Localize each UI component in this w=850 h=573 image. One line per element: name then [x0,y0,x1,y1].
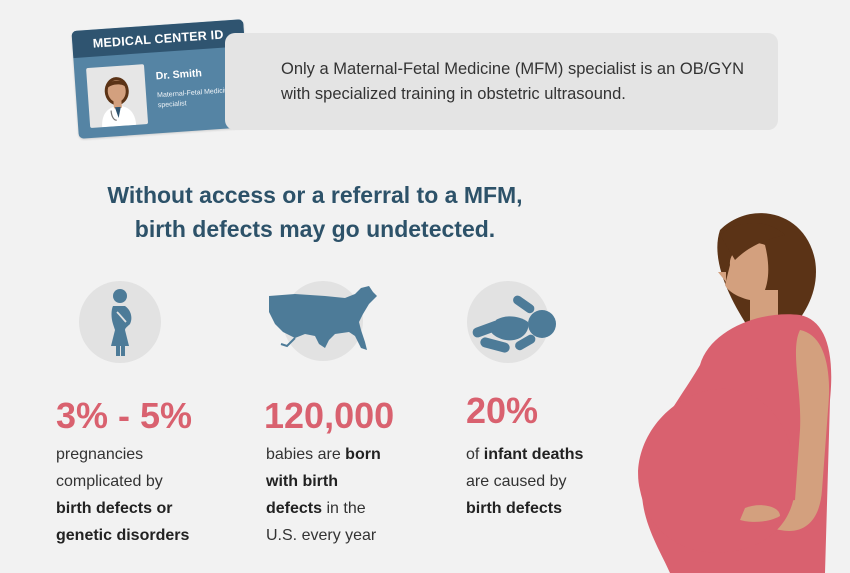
pregnant-woman-illustration [600,190,850,573]
usa-map-icon [265,276,385,371]
stat-text-babies-born: babies are born with birth defects in th… [266,446,381,544]
doctor-avatar-icon [86,64,149,129]
stat-text-infant-deaths: of infant deaths are caused by birth def… [466,446,584,517]
pregnant-woman-icon [78,280,162,369]
headline-line-1: Without access or a referral to a MFM, [107,182,523,208]
headline-line-2: birth defects may go undetected. [134,216,496,242]
stat-value-infant-deaths: 20% [466,390,539,431]
id-card: MEDICAL CENTER ID Dr. Smith Maternal-Fet… [71,19,251,139]
id-card-header: MEDICAL CENTER ID [71,19,245,59]
info-banner: Only a Maternal-Fetal Medicine (MFM) spe… [225,33,778,130]
banner-text: Only a Maternal-Fetal Medicine (MFM) spe… [281,60,745,103]
stat-value-babies-born: 120,000 [264,395,395,436]
stat-text-birth-defects-rate: pregnancies complicated by birth defects… [56,446,190,544]
doctor-name: Dr. Smith [155,67,203,83]
baby-icon [462,280,562,369]
headline: Without access or a referral to a MFM, b… [80,178,550,246]
stat-value-birth-defects-rate: 3% - 5% [56,395,193,436]
